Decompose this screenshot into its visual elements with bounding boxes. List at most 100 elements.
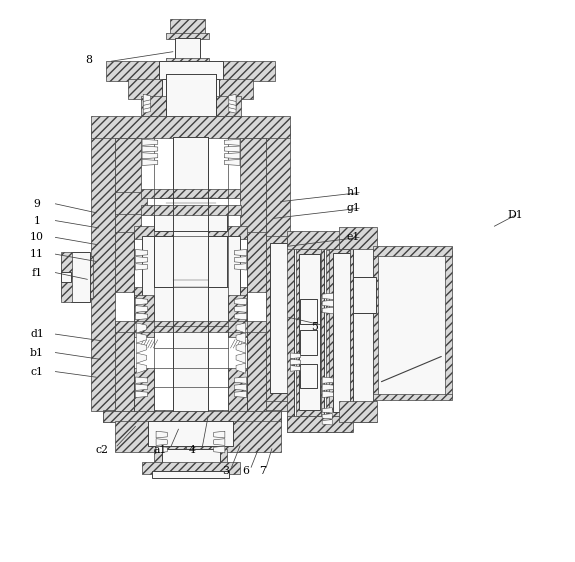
Polygon shape: [135, 384, 148, 391]
Polygon shape: [134, 287, 247, 297]
Polygon shape: [322, 293, 334, 300]
Polygon shape: [135, 391, 148, 397]
Polygon shape: [288, 230, 354, 248]
Bar: [166, 74, 216, 116]
Polygon shape: [235, 264, 247, 270]
Polygon shape: [236, 323, 246, 333]
Text: d1: d1: [30, 329, 44, 339]
Polygon shape: [142, 139, 158, 146]
Polygon shape: [91, 116, 290, 138]
Polygon shape: [224, 160, 240, 165]
Text: 11: 11: [30, 249, 44, 259]
Polygon shape: [235, 306, 247, 312]
Text: 6: 6: [242, 466, 249, 476]
Polygon shape: [236, 333, 246, 343]
Polygon shape: [156, 439, 167, 446]
Bar: [71, 252, 90, 302]
Polygon shape: [247, 232, 266, 292]
Bar: [334, 253, 350, 413]
Bar: [373, 394, 452, 400]
Bar: [445, 251, 452, 397]
Polygon shape: [224, 146, 240, 152]
Bar: [373, 251, 378, 397]
Polygon shape: [115, 421, 198, 451]
Bar: [354, 233, 373, 415]
Polygon shape: [135, 257, 148, 263]
Polygon shape: [141, 189, 240, 198]
Polygon shape: [136, 323, 147, 333]
Polygon shape: [115, 232, 134, 292]
Text: b1: b1: [30, 347, 44, 357]
Text: a1: a1: [154, 445, 167, 455]
Text: 5: 5: [311, 322, 318, 332]
Polygon shape: [266, 236, 290, 401]
Bar: [142, 236, 240, 323]
Text: 1: 1: [33, 216, 40, 225]
Polygon shape: [156, 446, 167, 453]
Polygon shape: [214, 431, 225, 438]
Polygon shape: [235, 257, 247, 263]
Bar: [329, 248, 355, 416]
Bar: [294, 240, 325, 424]
Text: 3: 3: [223, 466, 229, 476]
Polygon shape: [224, 153, 240, 158]
Text: e1: e1: [347, 232, 360, 242]
Polygon shape: [322, 420, 332, 425]
Polygon shape: [136, 333, 147, 343]
Polygon shape: [235, 250, 247, 256]
Polygon shape: [290, 365, 300, 371]
Polygon shape: [266, 127, 290, 411]
Polygon shape: [115, 321, 266, 333]
Polygon shape: [135, 306, 148, 312]
Bar: [300, 330, 317, 355]
Polygon shape: [322, 300, 334, 306]
Polygon shape: [134, 295, 155, 337]
Bar: [106, 61, 162, 81]
Polygon shape: [235, 298, 247, 305]
Polygon shape: [235, 384, 247, 391]
Bar: [166, 97, 216, 116]
Polygon shape: [240, 138, 266, 236]
Polygon shape: [322, 391, 334, 397]
Bar: [373, 246, 452, 256]
Bar: [219, 61, 275, 81]
Text: 10: 10: [30, 232, 44, 242]
Bar: [300, 300, 317, 324]
Polygon shape: [135, 264, 148, 270]
Bar: [298, 254, 320, 410]
Bar: [325, 250, 345, 418]
Polygon shape: [235, 377, 247, 383]
Bar: [324, 238, 349, 422]
Bar: [173, 137, 208, 411]
Polygon shape: [143, 98, 151, 106]
Polygon shape: [115, 192, 147, 214]
Polygon shape: [236, 363, 246, 373]
Polygon shape: [156, 431, 167, 438]
Polygon shape: [288, 416, 354, 432]
Polygon shape: [91, 127, 115, 411]
Bar: [175, 38, 200, 60]
Polygon shape: [186, 421, 281, 451]
Bar: [339, 227, 377, 248]
Polygon shape: [143, 94, 151, 102]
Bar: [170, 19, 205, 35]
Polygon shape: [229, 106, 236, 113]
Polygon shape: [235, 313, 247, 320]
Text: f1: f1: [32, 268, 43, 278]
Polygon shape: [290, 353, 300, 359]
Polygon shape: [350, 229, 376, 422]
Bar: [166, 33, 209, 39]
Polygon shape: [229, 94, 236, 102]
Bar: [162, 79, 218, 99]
Polygon shape: [136, 343, 147, 353]
Text: 4: 4: [189, 445, 196, 455]
Polygon shape: [235, 391, 247, 397]
Polygon shape: [103, 411, 281, 422]
Bar: [141, 205, 240, 215]
Bar: [214, 97, 240, 116]
Polygon shape: [142, 160, 158, 165]
Bar: [300, 364, 317, 388]
Text: 7: 7: [259, 466, 266, 476]
Bar: [61, 252, 72, 302]
Bar: [155, 214, 227, 230]
